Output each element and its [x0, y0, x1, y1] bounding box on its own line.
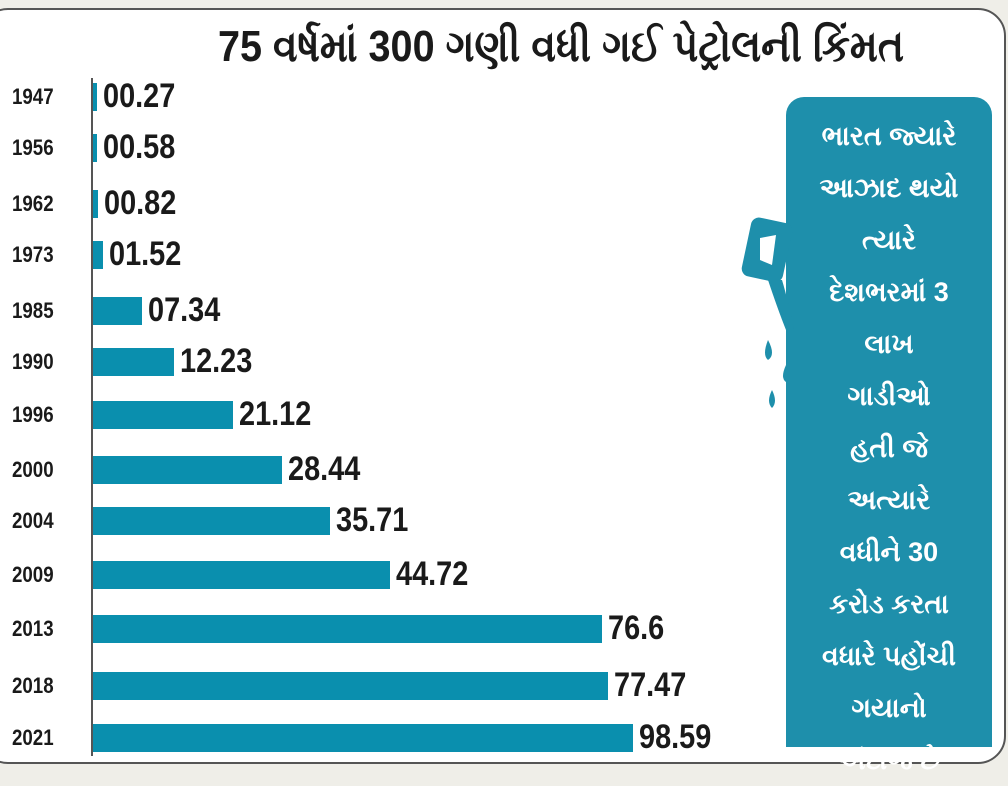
info-panel-line: ગાડીઓ — [847, 381, 931, 411]
info-panel-line: વધીને 30 — [839, 537, 939, 567]
year-label: 1956 — [12, 135, 54, 160]
year-label: 1996 — [12, 402, 54, 427]
info-panel-line: ત્યારે — [862, 225, 916, 255]
bar — [93, 348, 175, 376]
value-label: 00.58 — [103, 128, 176, 166]
bar — [93, 134, 97, 162]
bar — [93, 561, 391, 589]
bar — [93, 615, 603, 643]
bar — [93, 241, 104, 269]
year-label: 1990 — [12, 349, 54, 374]
value-label: 00.82 — [104, 184, 177, 222]
value-label: 98.59 — [639, 718, 712, 756]
year-label: 1947 — [12, 84, 54, 109]
info-panel-line: અત્યારે — [847, 485, 931, 515]
bar — [93, 507, 331, 535]
chart-title: 75 વર્ષમાં 300 ગણી વધી ગઈ પેટ્રોલની કિંમ… — [218, 22, 905, 71]
value-label: 01.52 — [109, 235, 182, 273]
year-label: 2004 — [12, 508, 54, 533]
bar — [93, 83, 97, 111]
value-label: 35.71 — [336, 501, 409, 539]
bar — [93, 401, 234, 429]
info-panel-line: ભારત જ્યારે — [821, 121, 957, 151]
info-panel-text: ભારત જ્યારે આઝાદ થયો ત્યારે દેશભરમાં 3 લાખ ગા… — [786, 110, 992, 786]
value-label: 77.47 — [614, 666, 687, 704]
value-label: 21.12 — [239, 395, 312, 433]
value-label: 00.27 — [103, 77, 176, 115]
bar — [93, 672, 609, 700]
year-label: 1973 — [12, 242, 54, 267]
info-panel-line: આઝાદ થયો — [819, 173, 959, 203]
info-panel-line: લાખ — [864, 329, 914, 359]
bar — [93, 297, 142, 325]
value-label: 76.6 — [608, 609, 665, 647]
fuel-nozzle-icon — [741, 190, 806, 408]
year-label: 2000 — [12, 457, 54, 482]
year-label: 1985 — [12, 298, 54, 323]
year-label: 2018 — [12, 673, 54, 698]
info-panel — [786, 97, 992, 747]
bar — [93, 724, 633, 752]
year-label: 2009 — [12, 562, 54, 587]
value-label: 44.72 — [396, 555, 469, 593]
y-axis-line — [91, 78, 93, 756]
year-label: 2021 — [12, 725, 54, 750]
info-panel-line: કરોડ કરતા — [829, 589, 949, 619]
value-label: 12.23 — [180, 342, 253, 380]
year-label: 2013 — [12, 616, 54, 641]
value-label: 28.44 — [288, 450, 361, 488]
value-label: 07.34 — [147, 291, 221, 329]
info-panel-line: વધારે પહોંચી — [822, 641, 956, 671]
info-panel-line: અંદાજ છે — [836, 745, 942, 775]
year-label: 1962 — [12, 191, 54, 216]
info-panel-line: હતી જે — [850, 433, 928, 463]
info-panel-line: ગયાનો — [851, 693, 927, 723]
info-panel-line: દેશભરમાં 3 — [829, 277, 949, 307]
bar — [93, 456, 283, 484]
bar — [93, 190, 99, 218]
